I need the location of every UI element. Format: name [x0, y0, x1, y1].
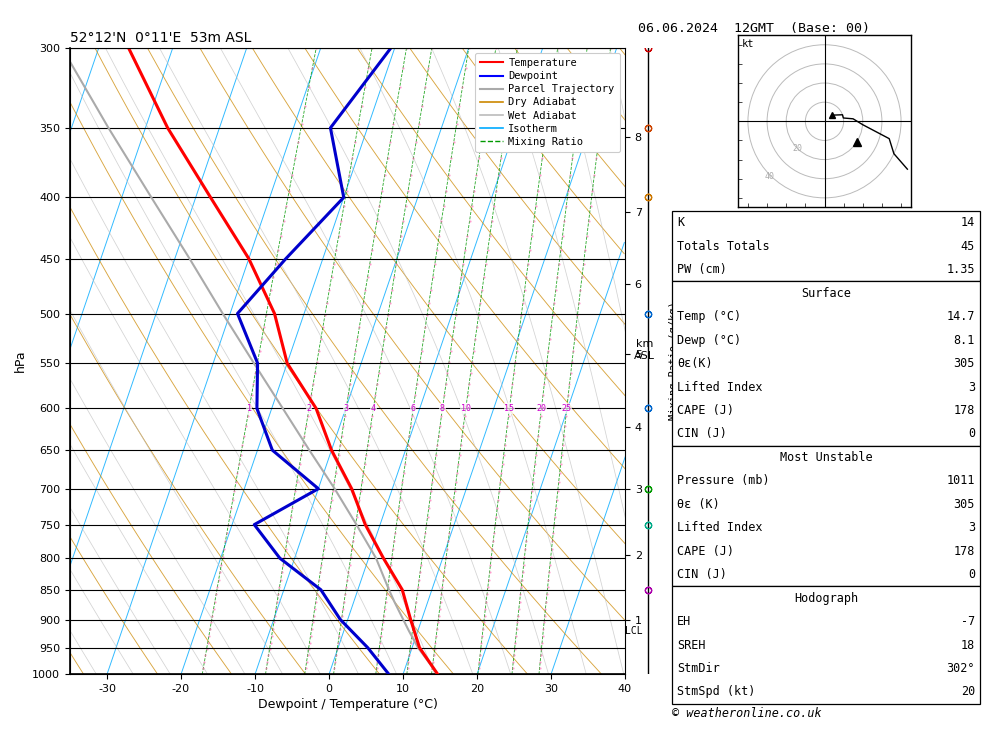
Text: 0: 0	[968, 568, 975, 581]
Text: CIN (J): CIN (J)	[677, 427, 727, 441]
Text: 3: 3	[344, 404, 349, 413]
Text: CAPE (J): CAPE (J)	[677, 545, 734, 558]
Text: 06.06.2024  12GMT  (Base: 00): 06.06.2024 12GMT (Base: 00)	[638, 22, 870, 35]
Text: θε(K): θε(K)	[677, 357, 713, 370]
Text: PW (cm): PW (cm)	[677, 263, 727, 276]
Text: StmSpd (kt): StmSpd (kt)	[677, 685, 755, 699]
Text: CAPE (J): CAPE (J)	[677, 404, 734, 417]
Text: SREH: SREH	[677, 638, 706, 652]
Text: © weatheronline.co.uk: © weatheronline.co.uk	[672, 707, 822, 720]
Text: 305: 305	[954, 357, 975, 370]
Text: Most Unstable: Most Unstable	[780, 451, 872, 464]
Text: 302°: 302°	[946, 662, 975, 675]
Text: 0: 0	[968, 427, 975, 441]
Text: 15: 15	[504, 404, 514, 413]
Text: Totals Totals: Totals Totals	[677, 240, 770, 253]
Text: LCL: LCL	[625, 626, 643, 636]
Text: 1011: 1011	[946, 474, 975, 487]
Text: K: K	[677, 216, 684, 229]
Text: CIN (J): CIN (J)	[677, 568, 727, 581]
Text: 20: 20	[961, 685, 975, 699]
Text: Hodograph: Hodograph	[794, 592, 858, 605]
Text: 14: 14	[961, 216, 975, 229]
Text: Pressure (mb): Pressure (mb)	[677, 474, 770, 487]
Text: Surface: Surface	[801, 287, 851, 300]
Text: 4: 4	[371, 404, 376, 413]
Text: 8: 8	[440, 404, 445, 413]
Text: 52°12'N  0°11'E  53m ASL: 52°12'N 0°11'E 53m ASL	[70, 31, 251, 45]
Text: EH: EH	[677, 615, 691, 628]
Text: 2: 2	[307, 404, 312, 413]
Text: 8.1: 8.1	[954, 334, 975, 347]
Text: 45: 45	[961, 240, 975, 253]
Text: 10: 10	[461, 404, 471, 413]
Text: kt: kt	[742, 39, 755, 49]
Text: 305: 305	[954, 498, 975, 511]
Text: 6: 6	[411, 404, 416, 413]
Text: Temp (°C): Temp (°C)	[677, 310, 741, 323]
Text: Dewp (°C): Dewp (°C)	[677, 334, 741, 347]
Legend: Temperature, Dewpoint, Parcel Trajectory, Dry Adiabat, Wet Adiabat, Isotherm, Mi: Temperature, Dewpoint, Parcel Trajectory…	[475, 53, 620, 152]
Text: Lifted Index: Lifted Index	[677, 380, 763, 394]
Text: 25: 25	[562, 404, 572, 413]
Text: 3: 3	[968, 521, 975, 534]
Text: 20: 20	[536, 404, 546, 413]
Text: 3: 3	[968, 380, 975, 394]
Y-axis label: hPa: hPa	[14, 350, 27, 372]
Text: 178: 178	[954, 404, 975, 417]
Text: -7: -7	[961, 615, 975, 628]
Text: 1: 1	[247, 404, 252, 413]
Text: 178: 178	[954, 545, 975, 558]
Text: θε (K): θε (K)	[677, 498, 720, 511]
Text: Lifted Index: Lifted Index	[677, 521, 763, 534]
Y-axis label: km
ASL: km ASL	[634, 339, 655, 361]
Text: 14.7: 14.7	[946, 310, 975, 323]
Text: 20: 20	[792, 144, 802, 153]
X-axis label: Dewpoint / Temperature (°C): Dewpoint / Temperature (°C)	[258, 699, 437, 711]
Text: Mixing Ratio (g/kg): Mixing Ratio (g/kg)	[669, 301, 679, 421]
Text: 18: 18	[961, 638, 975, 652]
Text: 40: 40	[764, 172, 774, 181]
Text: StmDir: StmDir	[677, 662, 720, 675]
Text: 1.35: 1.35	[946, 263, 975, 276]
